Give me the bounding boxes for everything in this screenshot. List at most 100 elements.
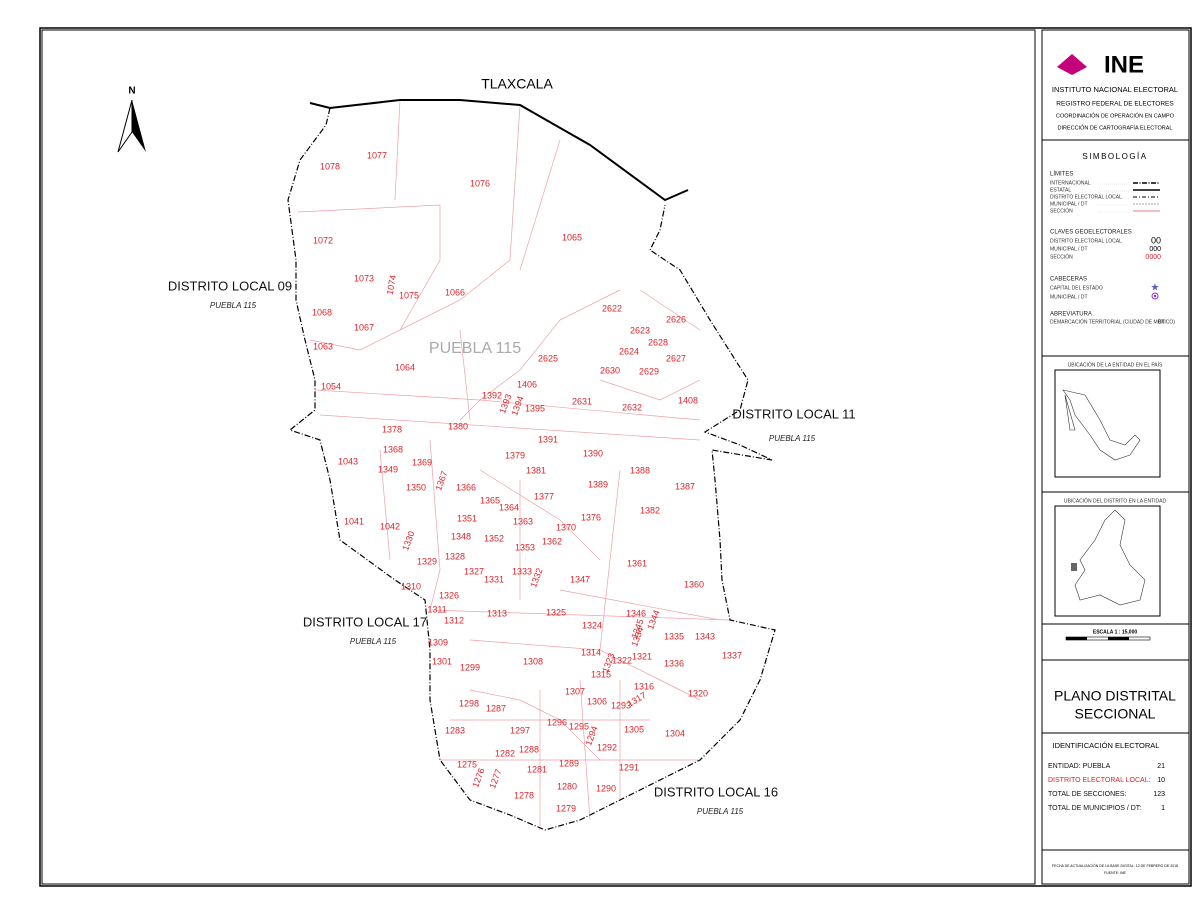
district-label: DISTRITO LOCAL 11 [732,406,855,421]
section-label: 1337 [722,650,742,660]
section-label: 1324 [582,620,602,630]
section-label: 1073 [354,273,374,283]
section-label: 1054 [321,381,341,391]
section-label: 1408 [678,395,698,405]
section-label: 1304 [665,728,685,738]
district-label: DISTRITO LOCAL 16 [654,784,778,799]
section-label: 1309 [428,637,448,647]
section-label: 1278 [514,790,534,800]
section-label: 2623 [630,325,650,335]
key-value: 00 [1151,235,1161,245]
section-label: 1395 [525,403,545,413]
district-sub: PUEBLA 115 [210,301,257,310]
limit-item: INTERNACIONAL [1050,180,1091,186]
section-label: 2625 [538,353,558,363]
section-label: 1312 [444,615,464,625]
section-label: 1353 [515,542,535,552]
section-label: 2628 [648,337,668,347]
section-label: 1346 [626,608,646,618]
ident-value: 21 [1157,763,1165,770]
section-label: 1042 [380,521,400,531]
section-label: 1390 [583,448,603,458]
section-label: 1279 [556,803,576,813]
section-label: 1287 [486,703,506,713]
section-label: 1335 [664,631,684,641]
section-label: 2629 [639,366,659,376]
direction: DIRECCIÓN DE CARTOGRAFÍA ELECTORAL [1058,124,1173,131]
plan-title: SECCIONAL [1075,706,1156,722]
section-label: 1368 [383,444,403,454]
section-label: 1367 [433,470,449,492]
seat-symbol: ★ [1151,283,1160,294]
symbology: SIMBOLOGÍA [1082,152,1147,161]
section-label: 1296 [547,717,567,727]
seats-title: CABECERAS [1050,277,1087,283]
state-map-title: UBICACIÓN DEL DISTRITO EN LA ENTIDAD [1064,497,1167,504]
sheet-border [39,27,1192,887]
district-location [1071,563,1077,571]
section-label: 1379 [505,450,525,460]
section-label: 1365 [480,495,500,505]
section-label: 1072 [313,235,333,245]
section-label: 1288 [519,744,539,754]
section-label: 1066 [445,287,465,297]
section-label: 1074 [385,274,398,295]
section-label: 1369 [412,457,432,467]
country-map [1054,369,1161,478]
section-label: 2632 [622,402,642,412]
plan-title: PLANO DISTRITAL [1054,688,1176,704]
section-label: 1043 [338,456,358,466]
abbrev-item: DEMARCACIÓN TERRITORIAL (CIUDAD DE MÉXIC… [1050,318,1175,325]
north-label: N [128,86,135,97]
section-label: 1352 [484,533,504,543]
section-label: 1275 [457,759,477,769]
key-item: MUNICIPAL / DT [1050,246,1088,252]
section-label: 1364 [499,502,519,512]
section-label: 1380 [448,421,468,431]
section-label: 1343 [695,631,715,641]
section-lines [297,99,731,830]
section-label: 1350 [406,482,426,492]
ident-value: 10 [1157,777,1165,784]
section-label: 1067 [354,322,374,332]
country-map-title: UBICACIÓN DE LA ENTIDAD EN EL PAÍS [1068,361,1163,368]
limits-title: LÍMITES [1050,171,1073,178]
section-label: 1281 [527,764,547,774]
section-label: 1313 [487,608,507,618]
section-label: 1068 [312,307,332,317]
ident-label: ENTIDAD: PUEBLA [1048,763,1111,770]
country-shape [1062,389,1141,461]
logo-mark [1057,54,1087,75]
scale-bar [1108,637,1129,640]
section-label: 1377 [534,491,554,501]
section-label: 1298 [459,698,479,708]
section-label: 1283 [445,725,465,735]
section-label: 1301 [432,656,452,666]
section-label: 1063 [313,341,333,351]
seat-item: MUNICIPAL / DT [1050,294,1088,300]
scale: ESCALA 1 : 15,000 [1093,629,1137,635]
north-arrow [132,100,146,152]
section-label: 1388 [630,465,650,475]
section-label: 1370 [556,522,576,532]
section-label: 1306 [587,696,607,706]
abbrev-value: DT [1158,319,1165,325]
ident-label: TOTAL DE MUNICIPIOS / DT: [1048,805,1141,812]
north-arrow [117,99,133,153]
section-label: 2624 [619,346,639,356]
section-label: 1076 [470,178,490,188]
limit-item: SECCIÓN [1050,207,1073,214]
section-label: 1297 [510,725,530,735]
section-label: 1291 [619,762,639,772]
state-boundary [309,99,689,202]
section-label: 1344 [645,609,661,631]
section-label: 1330 [400,530,416,552]
key-value: 0000 [1145,254,1161,261]
section-label: 1326 [439,590,459,600]
seat-item: CAPITAL DEL ESTADO [1050,285,1103,291]
section-label: 1293 [611,700,631,710]
section-label: 1321 [632,651,652,661]
section-label: 1331 [484,574,504,584]
footer: FUENTE: INE [1104,871,1126,875]
